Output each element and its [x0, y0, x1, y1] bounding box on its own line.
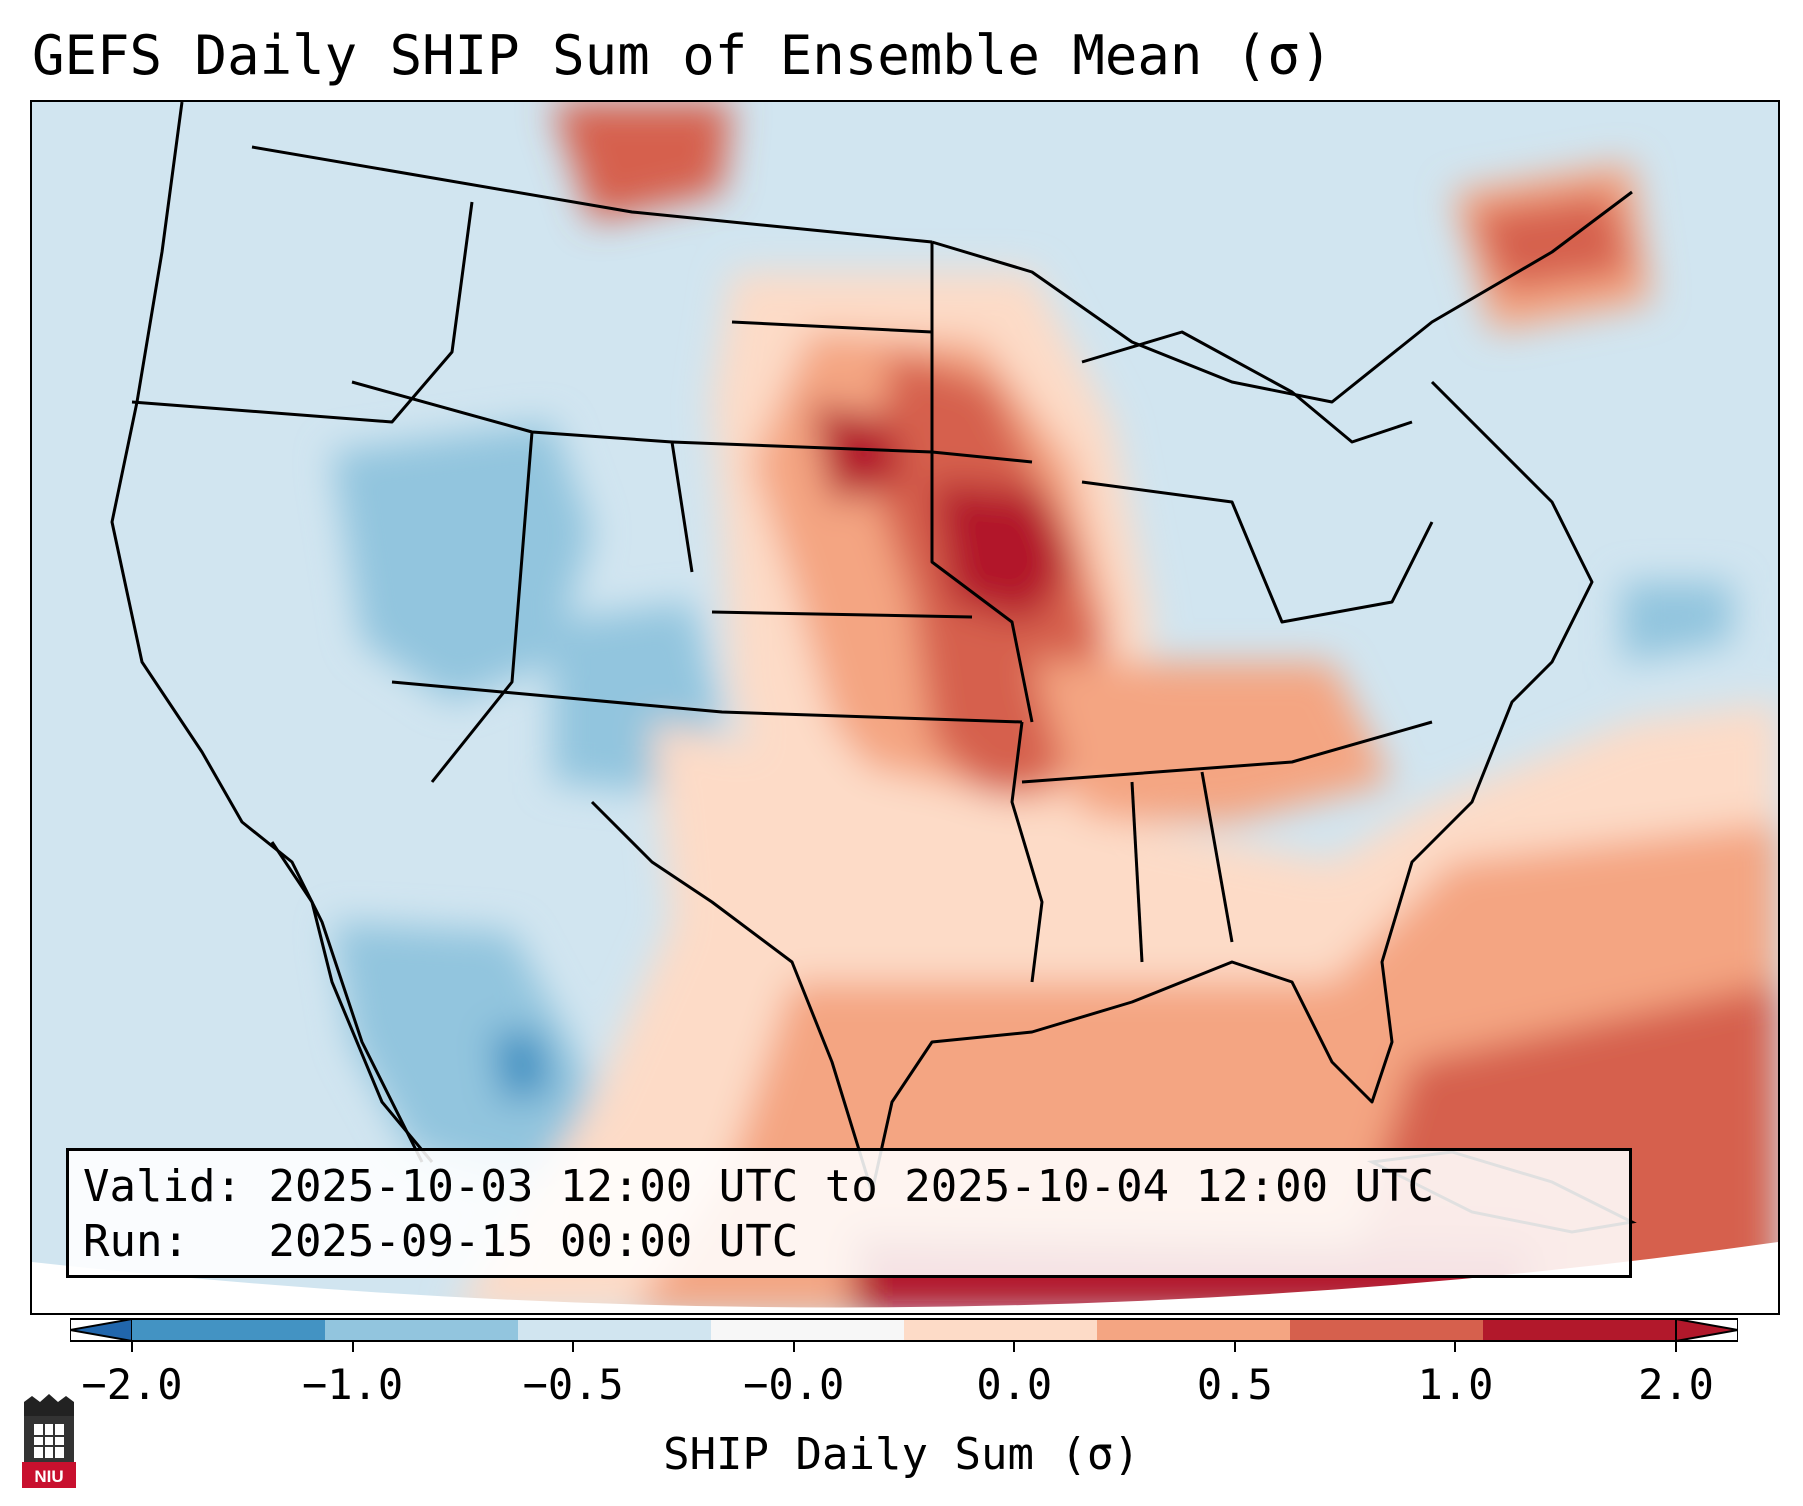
colorbar-tick-mark [351, 1342, 354, 1352]
baja-coast [270, 841, 434, 1163]
run-label: Run: [83, 1216, 189, 1267]
west-coastline [110, 102, 424, 1163]
kansas-border [711, 610, 973, 619]
great-lakes-south [1081, 480, 1434, 624]
dakota-border [731, 320, 933, 334]
colorbar-tick-mark [572, 1342, 575, 1352]
colorbar-bin-3 [711, 1319, 905, 1341]
logo-window [34, 1424, 64, 1458]
colorbar-tick-mark [1013, 1342, 1016, 1352]
boundaries [110, 102, 1633, 1193]
valid-run-info-box: Valid: 2025-10-03 12:00 UTC to 2025-10-0… [66, 1148, 1632, 1278]
run-value: 2025-09-15 00:00 UTC [268, 1216, 799, 1267]
logo-banner [22, 1462, 76, 1488]
logo-text: NIU [34, 1467, 63, 1486]
colorbar-tick-mark [1675, 1342, 1677, 1352]
us-canada-border-west [251, 145, 933, 244]
chart-title: GEFS Daily SHIP Sum of Ensemble Mean (σ) [32, 24, 1333, 87]
region-canada-south [552, 102, 732, 222]
colorbar-tick-mark [1454, 1342, 1457, 1352]
colorbar-extend-low [70, 1318, 133, 1342]
colorbar-tick-mark [131, 1342, 133, 1352]
colorbar-bin-6 [1290, 1319, 1484, 1341]
colorbar-tick-label: 2.0 [1638, 1360, 1714, 1409]
run-row: Run: 2025-09-15 00:00 UTC [83, 1214, 1615, 1269]
logo-tower-top [24, 1394, 74, 1416]
colorbar-bin-1 [325, 1319, 519, 1341]
colorbar-bin-5 [1097, 1319, 1291, 1341]
colorbar-extend-high [1675, 1318, 1738, 1342]
region-ohio-valley [1032, 662, 1392, 822]
colorbar-tick-label: 0.5 [1196, 1360, 1273, 1409]
tennessee-border [1021, 720, 1433, 784]
anomaly-map [32, 102, 1778, 1313]
valid-row: Valid: 2025-10-03 12:00 UTC to 2025-10-0… [83, 1159, 1615, 1214]
colorbar-tick-label: −2.0 [81, 1360, 183, 1409]
great-lakes-north [1081, 330, 1413, 444]
colorbar [70, 1318, 1738, 1342]
valid-label: Valid: [83, 1161, 242, 1212]
projection-edge [32, 1242, 1778, 1313]
colorbar-tick-label: −0.5 [522, 1360, 624, 1409]
colorbar-bin-0 [132, 1319, 326, 1341]
colorbar-tick-label: −0.0 [743, 1360, 845, 1409]
rio-grande [590, 800, 874, 1193]
region-atlantic-negative [1622, 582, 1732, 662]
alabama-border [1130, 781, 1144, 963]
colorbar-bin-4 [904, 1319, 1098, 1341]
mississippi-river [1010, 721, 1044, 983]
east-gulf-coastline [870, 380, 1594, 1193]
logo-window-grid [34, 1424, 64, 1458]
region-quebec-high [1472, 192, 1632, 292]
colorbar-tick-label: 0.0 [976, 1360, 1053, 1409]
colorbar-tick-label: 1.0 [1417, 1360, 1494, 1409]
niu-logo: NIU [22, 1394, 76, 1488]
colorbar-outline [70, 1318, 1738, 1342]
colorbar-bin-7 [1483, 1319, 1677, 1341]
colorbar-tick-mark [792, 1342, 795, 1352]
colorbar-tick-mark [1233, 1342, 1236, 1352]
colorbar-tick-label: −1.0 [301, 1360, 404, 1409]
us-canada-border-east [931, 190, 1633, 404]
wyoming-border [351, 380, 694, 573]
colorbar-segments [70, 1318, 1738, 1342]
valid-value: 2025-10-03 12:00 UTC to 2025-10-04 12:00… [268, 1161, 1435, 1212]
region-mexico-west [332, 922, 592, 1192]
utah-border [430, 431, 534, 783]
region-strong-negative [492, 1032, 552, 1102]
colorbar-bin-2 [518, 1319, 712, 1341]
georgia-border [1200, 771, 1234, 943]
iowa-missouri-border [930, 242, 1034, 723]
region-dakota-peak [812, 402, 902, 502]
map-panel [30, 100, 1780, 1315]
oregon-idaho-border [131, 201, 474, 424]
colorbar-label: SHIP Daily Sum (σ) [663, 1429, 1140, 1480]
lat-37-border [391, 680, 1023, 724]
